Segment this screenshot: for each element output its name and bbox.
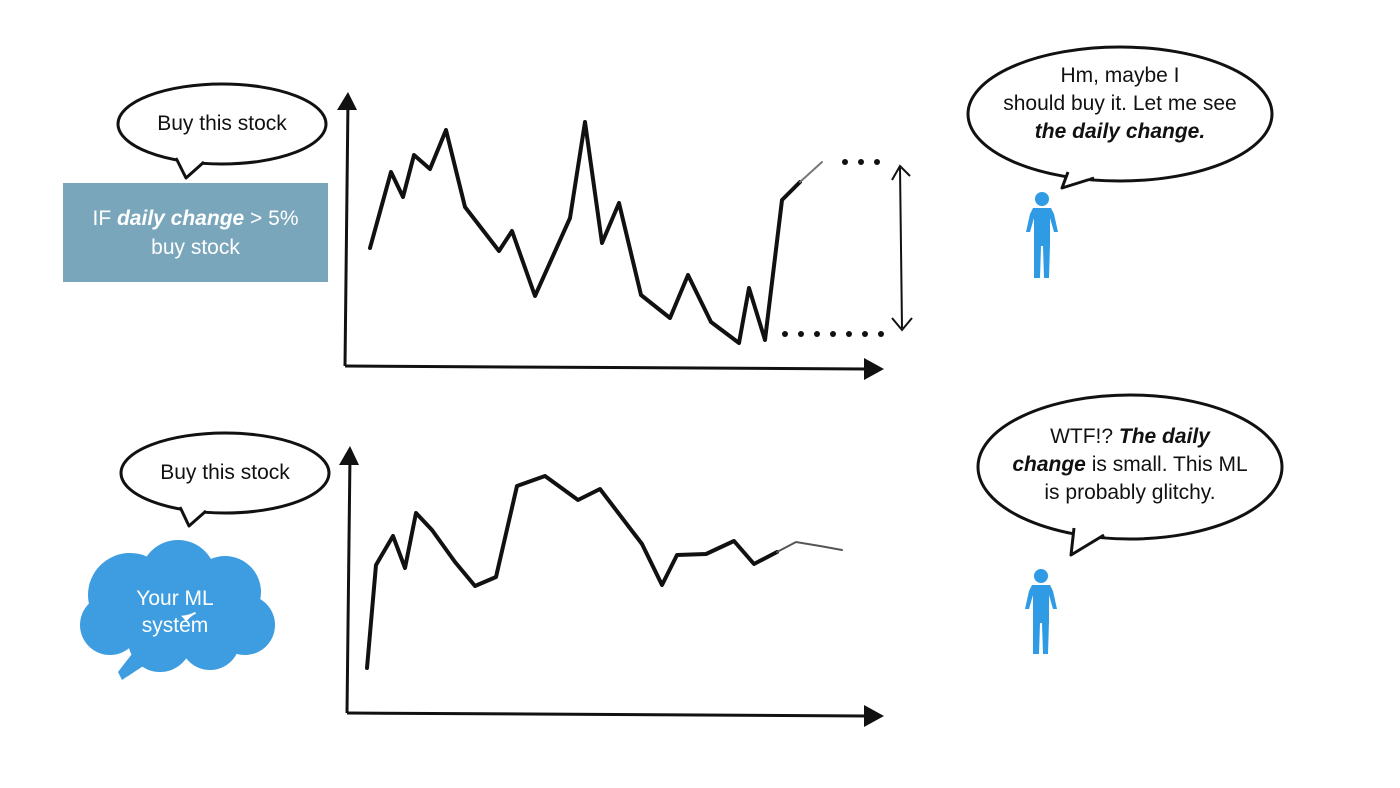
thought-text-top: Hm, maybe I should buy it. Let me see th…: [980, 62, 1260, 146]
ml-cloud-icon: [80, 540, 275, 680]
thought-bottom-line1: WTF!? The daily: [990, 423, 1270, 451]
thought-top-line1: Hm, maybe I: [1060, 64, 1180, 87]
bottom-stock-line: [365, 474, 779, 670]
top-y-axis-arrow: [337, 92, 357, 110]
rule-threshold: > 5%: [244, 206, 299, 230]
speech-text-top: Buy this stock: [157, 112, 287, 135]
top-x-axis-arrow: [864, 358, 884, 380]
thought-bottom-rest: is small. This ML: [1085, 453, 1248, 476]
top-stock-line: [368, 120, 802, 345]
thought-text-bottom: WTF!? The daily change is small. This ML…: [990, 423, 1270, 507]
bottom-x-axis-arrow: [864, 705, 884, 727]
bottom-stock-line-faded: [776, 540, 843, 553]
thought-bottom-line2: change is small. This ML: [990, 451, 1270, 479]
bottom-y-axis-arrow: [339, 446, 359, 465]
rule-action: buy stock: [151, 235, 240, 259]
top-stock-line-faded: [799, 161, 823, 183]
ml-label-line1: Your ML: [136, 587, 214, 610]
thought-bottom-emphasis-b: change: [1012, 453, 1086, 476]
top-dotted-low: [782, 331, 884, 337]
rule-prefix: IF: [92, 206, 117, 230]
thought-bottom-emphasis-a: The daily: [1118, 425, 1210, 448]
thought-bottom-prefix: WTF!?: [1050, 425, 1119, 448]
thought-bubble-bottom-right: [976, 393, 1284, 557]
ml-system-label: Your ML system: [110, 585, 240, 639]
top-chart-axes: [337, 92, 884, 380]
rule-feature: daily change: [116, 206, 245, 230]
speech-text-bottom: Buy this stock: [160, 461, 290, 484]
person-icon: [1026, 192, 1058, 278]
thought-bubble-top-right: [966, 45, 1274, 190]
person-icon: [1025, 569, 1057, 654]
top-dotted-high: [842, 159, 880, 165]
rule-box: IF daily change > 5% buy stock: [63, 183, 328, 282]
daily-change-arrow: [891, 164, 913, 332]
bottom-chart-axes: [339, 446, 884, 727]
thought-top-line2: should buy it. Let me see: [1003, 92, 1237, 115]
ml-label-line2: system: [141, 614, 209, 637]
speech-bubble-bottom-left: [119, 431, 331, 528]
rule-condition: IF daily change > 5%: [92, 204, 298, 233]
thought-bottom-line3: is probably glitchy.: [1044, 481, 1216, 504]
thought-top-emphasis: the daily change.: [1034, 120, 1206, 143]
speech-bubble-top-left: [116, 82, 328, 180]
